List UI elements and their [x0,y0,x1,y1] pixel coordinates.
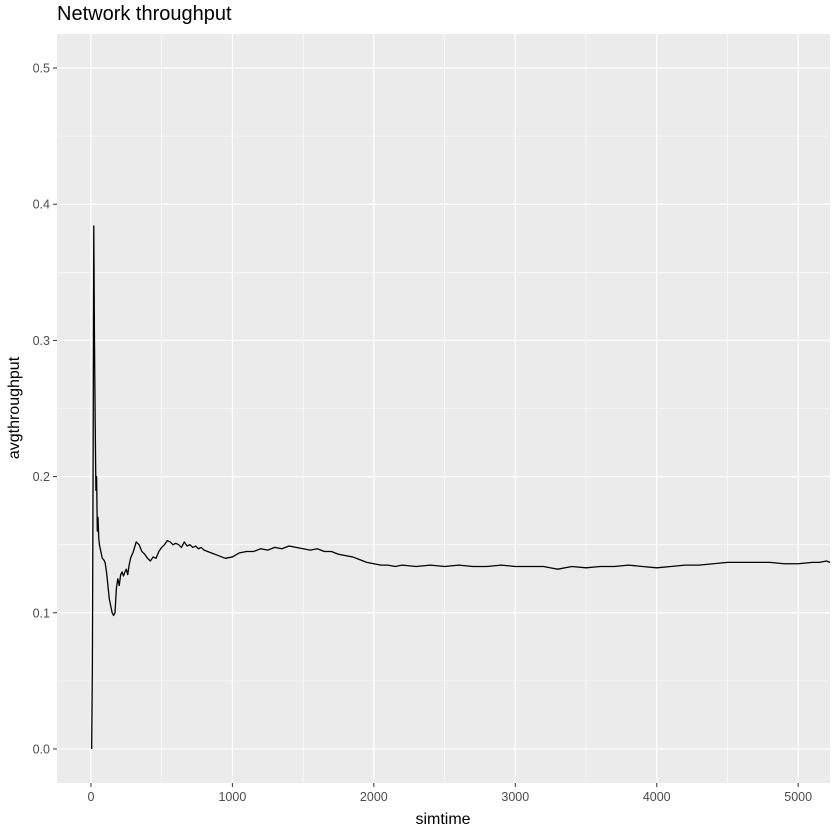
y-tick-label: 0.3 [33,334,50,348]
y-tick-label: 0.0 [33,742,50,756]
x-axis-ticks: 0 1000 2000 3000 4000 5000 [87,783,812,804]
x-axis-title: simtime [415,811,470,828]
gridlines [57,34,830,783]
chart-title: Network throughput [57,3,232,25]
y-axis-ticks: 0.0 0.1 0.2 0.3 0.4 0.5 [33,62,57,756]
x-tick-label: 4000 [643,790,671,804]
series-line [91,225,831,749]
y-tick-label: 0.4 [33,198,50,212]
x-tick-label: 3000 [501,790,529,804]
y-axis-title: avgthroughput [6,356,23,459]
x-tick-label: 1000 [218,790,246,804]
y-tick-label: 0.5 [33,62,50,76]
y-tick-label: 0.2 [33,470,50,484]
x-tick-label: 2000 [360,790,388,804]
x-tick-label: 5000 [784,790,812,804]
y-tick-label: 0.1 [33,606,50,620]
x-tick-label: 0 [87,790,94,804]
